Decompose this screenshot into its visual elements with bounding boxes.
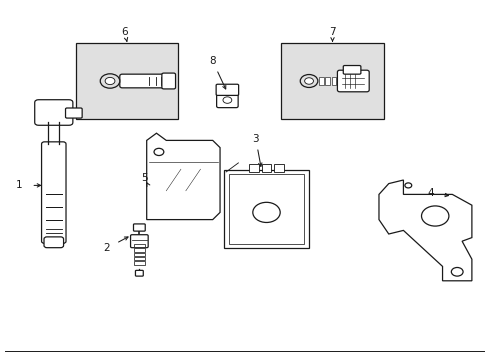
FancyBboxPatch shape [162, 73, 175, 89]
Bar [223, 170, 309, 248]
FancyBboxPatch shape [135, 270, 143, 276]
Bar [331, 77, 336, 85]
Bar [337, 77, 342, 85]
Polygon shape [146, 133, 220, 220]
Bar [281, 43, 383, 119]
FancyBboxPatch shape [130, 235, 148, 248]
Bar [76, 43, 178, 119]
Circle shape [421, 206, 448, 226]
FancyBboxPatch shape [41, 142, 66, 243]
Bar [134, 257, 144, 260]
Bar [134, 261, 144, 265]
FancyBboxPatch shape [35, 100, 73, 125]
Bar [134, 244, 144, 247]
Text: 2: 2 [103, 243, 110, 253]
Bar [325, 77, 329, 85]
Circle shape [304, 78, 313, 84]
FancyBboxPatch shape [133, 224, 145, 231]
FancyBboxPatch shape [216, 84, 238, 95]
Bar [134, 248, 144, 252]
FancyBboxPatch shape [120, 74, 166, 88]
Circle shape [223, 97, 231, 103]
Bar [318, 77, 323, 85]
Bar [249, 164, 259, 172]
Bar [228, 174, 304, 244]
FancyBboxPatch shape [343, 66, 360, 74]
Text: 4: 4 [426, 188, 433, 198]
Circle shape [154, 148, 163, 156]
Circle shape [450, 267, 462, 276]
Text: 6: 6 [121, 27, 128, 37]
Circle shape [105, 77, 115, 85]
Text: 8: 8 [209, 56, 216, 66]
FancyBboxPatch shape [44, 237, 63, 248]
Bar [273, 164, 283, 172]
Bar [134, 253, 144, 256]
Text: 7: 7 [328, 27, 335, 37]
Text: 5: 5 [141, 173, 147, 183]
Circle shape [300, 75, 317, 87]
Bar [261, 164, 271, 172]
Text: 3: 3 [252, 134, 259, 144]
FancyBboxPatch shape [65, 108, 82, 118]
FancyBboxPatch shape [337, 70, 368, 92]
Text: 1: 1 [16, 180, 23, 190]
Circle shape [404, 183, 411, 188]
FancyBboxPatch shape [216, 92, 238, 108]
Polygon shape [378, 180, 471, 281]
Circle shape [100, 74, 120, 88]
Circle shape [252, 202, 280, 222]
